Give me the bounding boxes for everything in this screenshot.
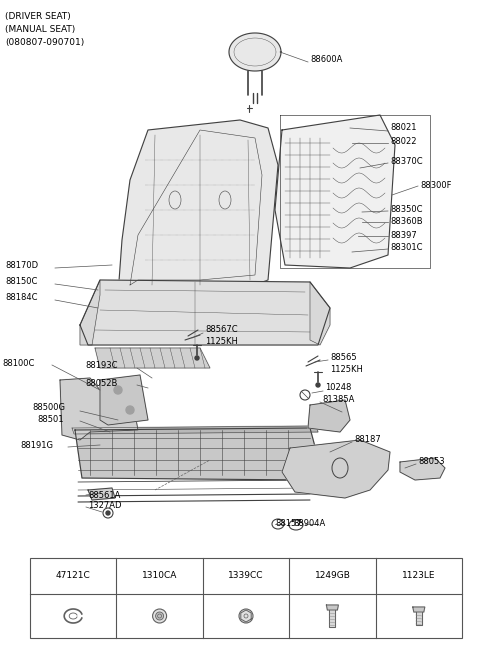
Text: 88150C: 88150C: [5, 278, 37, 286]
Text: 1327AD: 1327AD: [88, 501, 121, 510]
Polygon shape: [80, 280, 100, 345]
Text: 1249GB: 1249GB: [314, 572, 350, 581]
Polygon shape: [72, 426, 318, 434]
Text: 88052B: 88052B: [85, 379, 118, 388]
Text: 88191G: 88191G: [20, 441, 53, 450]
Polygon shape: [88, 488, 115, 500]
Ellipse shape: [114, 386, 122, 394]
Text: 88370C: 88370C: [390, 158, 422, 167]
Text: 88397: 88397: [390, 231, 417, 240]
Text: 88022: 88022: [390, 136, 417, 145]
Text: 88300F: 88300F: [420, 180, 452, 189]
Ellipse shape: [106, 511, 110, 515]
Text: (MANUAL SEAT): (MANUAL SEAT): [5, 25, 75, 34]
Text: 88350C: 88350C: [390, 205, 422, 214]
Ellipse shape: [153, 609, 167, 623]
Text: 88187: 88187: [354, 435, 381, 444]
Bar: [30, 558, 462, 638]
Text: 88157: 88157: [275, 519, 301, 528]
Text: 81385A: 81385A: [322, 395, 354, 404]
Polygon shape: [329, 610, 336, 627]
Text: 1339CC: 1339CC: [228, 572, 264, 581]
Polygon shape: [282, 440, 390, 498]
Polygon shape: [75, 428, 318, 480]
Polygon shape: [413, 607, 425, 612]
Text: 88501: 88501: [37, 415, 63, 424]
Text: 88193C: 88193C: [85, 360, 118, 370]
Polygon shape: [80, 280, 330, 345]
Polygon shape: [60, 378, 138, 440]
Text: 88904A: 88904A: [293, 519, 325, 528]
Text: 88600A: 88600A: [310, 56, 342, 65]
Ellipse shape: [156, 612, 164, 620]
Ellipse shape: [239, 609, 253, 623]
Polygon shape: [308, 400, 350, 432]
Text: (080807-090701): (080807-090701): [5, 38, 84, 47]
Polygon shape: [275, 115, 395, 268]
Text: 10248: 10248: [325, 384, 351, 393]
Text: (DRIVER SEAT): (DRIVER SEAT): [5, 12, 71, 21]
Polygon shape: [118, 120, 278, 295]
Text: 88561A: 88561A: [88, 490, 120, 499]
Text: 1125KH: 1125KH: [205, 337, 238, 346]
Text: 1123LE: 1123LE: [402, 572, 435, 581]
Polygon shape: [95, 348, 210, 368]
Polygon shape: [416, 612, 422, 625]
Text: 88100C: 88100C: [2, 359, 35, 368]
Ellipse shape: [316, 383, 320, 387]
Ellipse shape: [195, 356, 199, 360]
Text: 88184C: 88184C: [5, 293, 37, 302]
Text: 88053: 88053: [418, 457, 444, 466]
Text: 1310CA: 1310CA: [142, 572, 177, 581]
Ellipse shape: [126, 406, 134, 414]
Text: 88360B: 88360B: [390, 216, 422, 225]
Polygon shape: [326, 605, 338, 610]
Text: 88301C: 88301C: [390, 244, 422, 253]
Text: 88500G: 88500G: [32, 404, 65, 413]
Polygon shape: [400, 458, 445, 480]
Text: 88021: 88021: [390, 123, 417, 132]
Text: 88565: 88565: [330, 353, 357, 362]
Polygon shape: [100, 375, 148, 425]
Text: 1125KH: 1125KH: [330, 364, 363, 373]
Polygon shape: [310, 282, 330, 345]
Text: 88567C: 88567C: [205, 326, 238, 335]
Polygon shape: [229, 33, 281, 71]
Text: 88170D: 88170D: [5, 260, 38, 269]
Text: 47121C: 47121C: [56, 572, 91, 581]
